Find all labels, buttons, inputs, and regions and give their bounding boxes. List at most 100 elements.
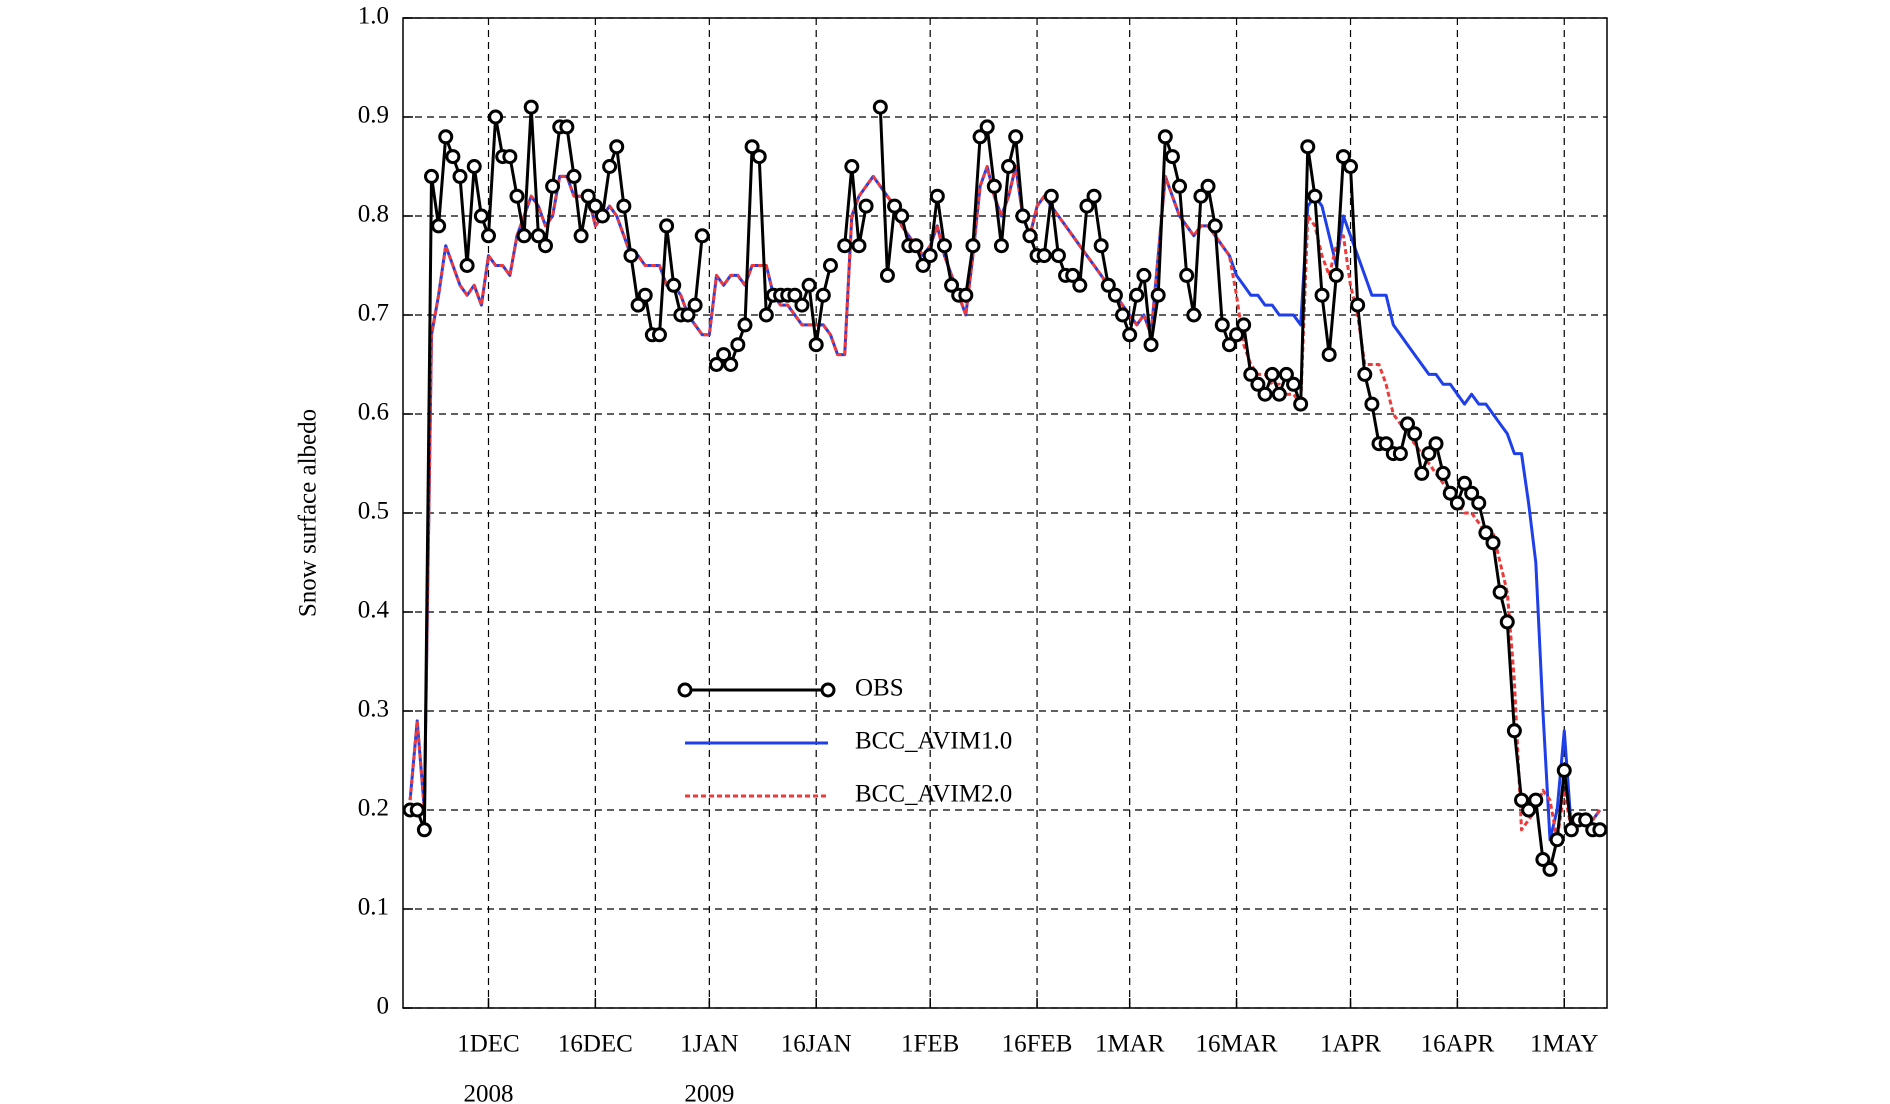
data-point — [1506, 723, 1522, 739]
data-point — [972, 129, 988, 145]
data-point — [459, 258, 475, 273]
data-point — [1364, 396, 1380, 412]
data-point — [1528, 792, 1544, 808]
data-point — [1257, 386, 1273, 402]
data-point — [445, 149, 461, 165]
data-point — [979, 119, 995, 135]
data-point — [1286, 376, 1302, 392]
data-point — [944, 277, 960, 293]
data-point — [530, 228, 546, 244]
data-point — [1221, 337, 1237, 353]
data-point — [822, 258, 838, 273]
data-point — [1278, 366, 1294, 382]
legend-label: BCC_AVIM2.0 — [855, 781, 1012, 808]
data-point — [1499, 614, 1515, 630]
data-point — [1150, 287, 1166, 303]
data-point — [1485, 535, 1501, 551]
data-point — [1136, 267, 1152, 283]
y-tick-label: 0.5 — [358, 498, 389, 525]
data-point — [1400, 416, 1416, 432]
x-tick-label: 1MAY — [1530, 1031, 1599, 1058]
data-point — [1236, 317, 1252, 333]
data-point — [1072, 277, 1088, 293]
data-point — [1357, 366, 1373, 382]
data-point — [1535, 852, 1551, 867]
data-point — [502, 149, 518, 165]
data-point — [680, 307, 696, 323]
data-point — [879, 267, 895, 283]
data-point — [922, 248, 938, 264]
data-point — [1200, 178, 1216, 194]
data-point — [1514, 792, 1530, 808]
data-point — [1421, 446, 1437, 462]
data-point — [466, 159, 482, 174]
data-point — [716, 347, 732, 363]
x-tick-label: 1JAN — [680, 1031, 738, 1058]
data-point — [1250, 376, 1266, 392]
data-point — [580, 188, 596, 204]
data-point — [723, 357, 739, 372]
data-point — [452, 168, 468, 184]
data-point — [1122, 327, 1138, 343]
data-point — [1157, 129, 1173, 145]
y-axis-label: Snow surface albedo — [295, 409, 322, 617]
data-point — [594, 208, 610, 224]
y-tick-label: 0.4 — [358, 597, 390, 624]
x-tick-label: 16APR — [1421, 1031, 1495, 1058]
x-year-label: 2009 — [684, 1081, 734, 1104]
legend-marker — [677, 682, 693, 698]
plot-frame — [402, 17, 1608, 1009]
series-line — [715, 145, 832, 366]
data-point — [416, 822, 432, 838]
data-point — [1457, 475, 1473, 491]
x-year-label: 2008 — [463, 1081, 513, 1104]
data-point — [1172, 178, 1188, 194]
data-point — [1556, 762, 1572, 778]
data-point — [1050, 248, 1066, 264]
data-point — [993, 238, 1009, 254]
data-point — [1542, 861, 1558, 877]
data-point — [1478, 525, 1494, 541]
data-point — [1093, 238, 1109, 254]
x-tick-label: 16FEB — [1002, 1031, 1073, 1058]
data-point — [908, 238, 924, 254]
x-tick-label: 16DEC — [558, 1031, 633, 1058]
data-point — [509, 188, 525, 204]
data-point — [1065, 267, 1081, 283]
data-point — [1293, 396, 1309, 412]
data-point — [616, 198, 632, 214]
data-point — [1129, 287, 1145, 303]
data-point — [651, 327, 667, 343]
data-point — [1115, 307, 1131, 323]
data-point — [630, 297, 646, 313]
data-point — [609, 139, 625, 155]
data-point — [1335, 149, 1351, 165]
data-point — [894, 208, 910, 224]
data-point — [815, 287, 831, 303]
y-tick-label: 0.6 — [358, 399, 389, 426]
data-point — [488, 109, 504, 125]
y-tick-label: 0.3 — [358, 696, 389, 723]
data-point — [1314, 287, 1330, 303]
data-point — [858, 198, 874, 214]
legend-label: BCC_AVIM1.0 — [855, 728, 1012, 755]
data-point — [1378, 436, 1394, 452]
data-point — [787, 287, 803, 303]
data-point — [1043, 188, 1059, 204]
data-point — [1229, 327, 1245, 343]
data-point — [1264, 366, 1280, 382]
data-point — [1321, 347, 1337, 363]
data-point — [1008, 129, 1024, 145]
data-point — [659, 218, 675, 234]
data-point — [1143, 337, 1159, 353]
data-point — [537, 238, 553, 254]
x-tick-label: 16MAR — [1196, 1031, 1278, 1058]
data-point — [1328, 267, 1344, 283]
data-point — [1407, 426, 1423, 442]
data-point — [1086, 188, 1102, 204]
data-point — [623, 248, 639, 264]
data-point — [844, 159, 860, 174]
x-tick-label: 1APR — [1320, 1031, 1381, 1058]
data-point — [851, 238, 867, 254]
y-tick-label: 1.0 — [358, 3, 389, 30]
